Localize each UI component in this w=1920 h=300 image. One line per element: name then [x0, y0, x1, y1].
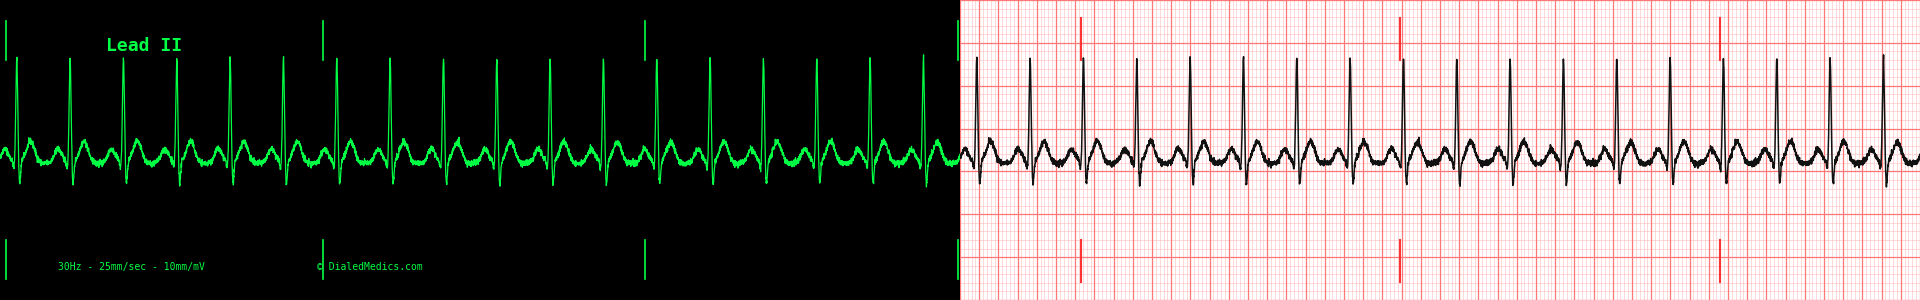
Text: © DialedMedics.com: © DialedMedics.com: [317, 262, 422, 272]
Text: 30Hz - 25mm/sec - 10mm/mV: 30Hz - 25mm/sec - 10mm/mV: [58, 262, 204, 272]
Text: Lead II: Lead II: [106, 37, 182, 55]
